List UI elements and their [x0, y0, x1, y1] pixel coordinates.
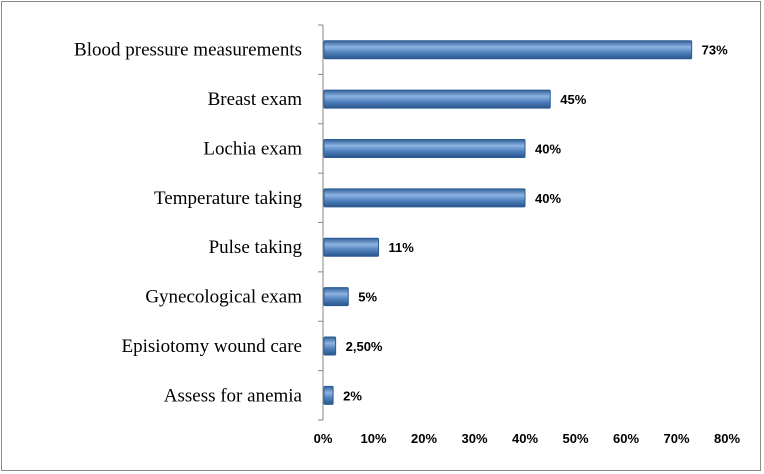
category-label: Episiotomy wound care — [122, 336, 302, 357]
data-label: 40% — [535, 191, 561, 206]
category-label: Pulse taking — [209, 237, 303, 258]
x-tick-label: 30% — [461, 431, 487, 446]
bar — [323, 237, 380, 257]
x-tick-label: 0% — [314, 431, 333, 446]
axes — [318, 24, 324, 421]
category-label: Assess for anemia — [164, 385, 303, 406]
category-label: Temperature taking — [154, 188, 302, 209]
data-label: 5% — [358, 290, 377, 305]
x-tick-label: 70% — [663, 431, 689, 446]
category-label: Lochia exam — [203, 138, 302, 159]
bar — [323, 138, 526, 158]
x-tick-label: 10% — [360, 431, 386, 446]
x-tick-label: 60% — [613, 431, 639, 446]
category-label: Blood pressure measurements — [74, 40, 302, 61]
bars — [323, 40, 693, 405]
bar — [323, 336, 337, 356]
bar — [323, 40, 693, 60]
x-tick-label: 20% — [411, 431, 437, 446]
x-tick-label: 40% — [512, 431, 538, 446]
category-label: Breast exam — [208, 89, 303, 110]
data-label: 11% — [389, 240, 415, 255]
bar — [323, 89, 551, 109]
bar — [323, 385, 334, 405]
bar — [323, 188, 526, 208]
x-tick-label: 50% — [562, 431, 588, 446]
bar — [323, 287, 349, 307]
category-label: Gynecological exam — [145, 287, 302, 308]
x-tick-label: 80% — [714, 431, 740, 446]
data-label: 2% — [343, 388, 362, 403]
data-label: 73% — [702, 43, 728, 58]
labels: 0% 10% 20% 30% 40% 50% 60% 70% 80% Blood pressure… — [74, 40, 740, 446]
data-label: 40% — [535, 141, 561, 156]
data-label: 2,50% — [346, 339, 383, 354]
data-label: 45% — [560, 92, 586, 107]
